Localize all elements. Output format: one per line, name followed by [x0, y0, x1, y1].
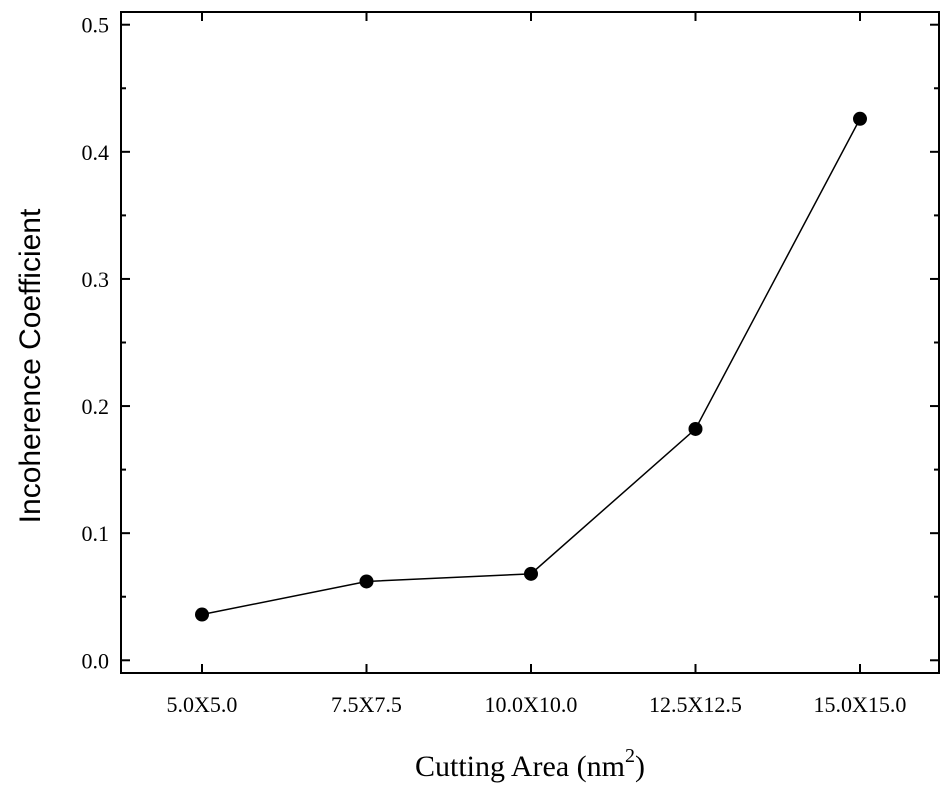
x-axis-label: Cutting Area (nm2) — [415, 745, 645, 783]
data-point — [359, 574, 374, 589]
x-axis: 5.0X5.0 7.5X7.5 10.0X10.0 12.5X12.5 15.0X15.… — [167, 12, 907, 717]
x-axis-label-close: ) — [635, 750, 645, 783]
x-axis-label-main: Cutting Area (nm — [415, 750, 625, 783]
data-point — [195, 607, 209, 622]
y-tick-label: 0.1 — [82, 521, 110, 546]
data-point — [524, 566, 538, 581]
y-tick-label: 0.4 — [82, 140, 110, 165]
y-tick-label: 0.3 — [82, 267, 110, 292]
x-tick-label: 15.0X15.0 — [814, 692, 907, 717]
data-point — [853, 111, 867, 126]
y-tick-label: 0.0 — [82, 648, 110, 673]
y-tick-label: 0.5 — [82, 13, 110, 38]
x-tick-label: 10.0X10.0 — [485, 692, 578, 717]
x-tick-label: 5.0X5.0 — [167, 692, 238, 717]
data-point — [688, 421, 703, 436]
series-line — [201, 118, 861, 616]
x-tick-label: 7.5X7.5 — [331, 692, 402, 717]
y-axis: 0.0 0.1 0.2 0.3 0.4 0.5 — [82, 13, 939, 673]
y-tick-label: 0.2 — [82, 394, 110, 419]
series-markers — [195, 111, 867, 622]
y-axis-label: Incoherence Coefficient — [14, 208, 47, 523]
x-tick-label: 12.5X12.5 — [649, 692, 742, 717]
x-axis-label-superscript: 2 — [625, 745, 635, 767]
